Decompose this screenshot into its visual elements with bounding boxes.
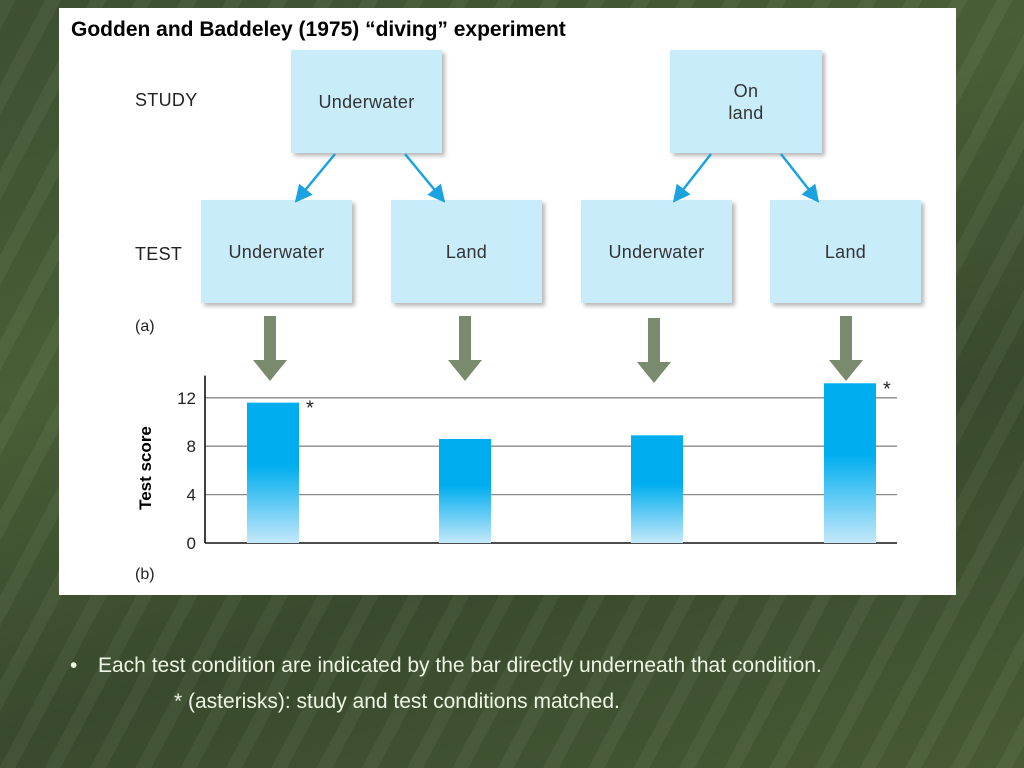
arrow-icon bbox=[404, 153, 446, 203]
bullet-continuation: * (asterisks): study and test conditions… bbox=[174, 690, 620, 713]
down-arrow-icon bbox=[637, 318, 671, 383]
part-b-label: (b) bbox=[135, 566, 155, 583]
test-box-underwater-2: Underwater bbox=[581, 200, 732, 303]
test-box-underwater-1: Underwater bbox=[201, 200, 352, 303]
test-row-label: TEST bbox=[135, 244, 183, 264]
bullet-dot: • bbox=[70, 654, 78, 677]
arrow-icon bbox=[294, 153, 336, 203]
y-tick-label: 12 bbox=[177, 389, 196, 408]
y-tick-label: 4 bbox=[187, 486, 196, 505]
test-score-chart: 0 4 8 12 * * bbox=[177, 375, 897, 553]
bar-4 bbox=[824, 383, 876, 543]
bar-1 bbox=[247, 402, 299, 543]
bullet-item: • Each test condition are indicated by th… bbox=[70, 648, 1010, 684]
down-arrow-icon bbox=[829, 316, 863, 381]
arrow-icon bbox=[780, 153, 820, 203]
down-arrow-icon bbox=[448, 316, 482, 381]
bar-asterisk: * bbox=[306, 398, 314, 420]
down-arrows bbox=[253, 316, 863, 383]
study-box-on-land: On land bbox=[670, 50, 822, 153]
diagram-overlay: 0 4 8 12 * * bbox=[177, 153, 897, 553]
test-box-land-2-label: Land bbox=[824, 241, 867, 262]
test-box-land-2: Land bbox=[770, 200, 921, 303]
figure-title: Godden and Baddeley (1975) “diving” expe… bbox=[71, 18, 566, 41]
arrow-icon bbox=[672, 153, 712, 203]
part-a-label: (a) bbox=[135, 318, 155, 335]
study-box-underwater-label: Underwater bbox=[318, 91, 415, 112]
y-tick-label: 0 bbox=[187, 534, 196, 553]
figure-panel: Godden and Baddeley (1975) “diving” expe… bbox=[59, 8, 956, 595]
test-box-land-1: Land bbox=[391, 200, 542, 303]
study-row-label: STUDY bbox=[135, 90, 198, 110]
bar-2 bbox=[439, 438, 491, 543]
test-box-land-1-label: Land bbox=[445, 241, 488, 262]
down-arrow-icon bbox=[253, 316, 287, 381]
y-tick-label: 8 bbox=[187, 437, 196, 456]
bullet-list: • Each test condition are indicated by th… bbox=[70, 648, 1010, 720]
y-axis-title-text: Test score bbox=[136, 426, 155, 510]
study-box-underwater: Underwater bbox=[291, 50, 442, 153]
bar-asterisk: * bbox=[883, 378, 891, 400]
test-box-underwater-2-label: Underwater bbox=[608, 241, 705, 262]
bar-3 bbox=[631, 435, 683, 543]
study-box-on-land-label: On land bbox=[728, 80, 764, 123]
bullet-text: Each test condition are indicated by the… bbox=[98, 654, 822, 677]
test-box-underwater-1-label: Underwater bbox=[228, 241, 325, 262]
